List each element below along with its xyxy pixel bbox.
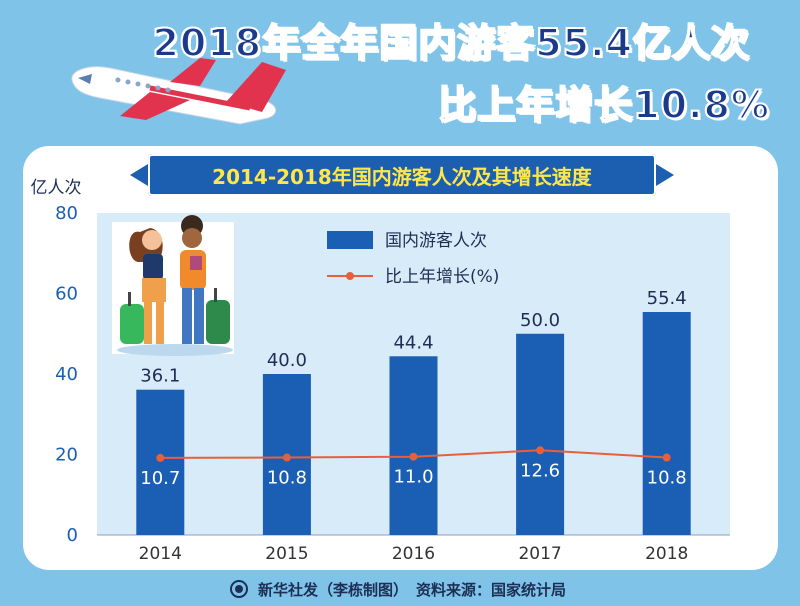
bar xyxy=(136,389,185,535)
line-value-label: 10.8 xyxy=(647,468,687,489)
line-series: 10.7 10.8 11.0 12.6 10.8 比上年增长(%) xyxy=(140,267,686,489)
y-tick-label: 80 xyxy=(55,203,78,224)
airplane-icon xyxy=(71,58,286,125)
bar-value-label: 50.0 xyxy=(520,310,560,331)
y-axis-label: 亿人次 xyxy=(31,178,82,198)
line-value-label: 10.7 xyxy=(140,468,180,489)
bar xyxy=(642,312,691,535)
line-value-label: 10.8 xyxy=(267,468,307,489)
line-point xyxy=(409,452,418,461)
legend-bar-label: 国内游客人次 xyxy=(385,231,487,251)
line-point xyxy=(536,446,545,455)
x-tick-label: 2014 xyxy=(139,544,182,564)
x-tick-label: 2018 xyxy=(645,544,688,564)
line-point xyxy=(662,453,671,462)
footer: 新华社发（李栋制图） 资料来源：国家统计局 xyxy=(0,576,800,602)
headline-line-2: 比上年增长10.8% xyxy=(437,82,770,128)
bar-value-label: 55.4 xyxy=(647,288,687,309)
legend-line-label: 比上年增长(%) xyxy=(385,267,499,287)
chart-title: 2014-2018年国内游客人次及其增长速度 xyxy=(130,154,674,196)
x-tick-label: 2015 xyxy=(265,544,308,564)
bar xyxy=(516,333,565,535)
traveling-couple-illustration xyxy=(112,215,234,356)
x-tick-label: 2017 xyxy=(518,544,561,564)
bar-value-label: 36.1 xyxy=(140,366,180,387)
x-tick-label: 2016 xyxy=(392,544,435,564)
footer-source: 资料来源：国家统计局 xyxy=(416,580,567,599)
legend-line-marker xyxy=(346,272,354,280)
bar-value-label: 40.0 xyxy=(267,350,307,371)
line-point xyxy=(156,453,165,462)
line-value-label: 11.0 xyxy=(393,467,433,488)
bar xyxy=(389,356,438,535)
y-axis: 亿人次 0 20 40 60 80 xyxy=(31,178,82,546)
footer-credit: 新华社发（李栋制图） xyxy=(257,580,408,599)
headline-line-1: 2018年全年国内游客55.4亿人次 xyxy=(151,20,750,66)
y-tick-label: 60 xyxy=(55,284,78,305)
line-point xyxy=(282,453,291,462)
xinhua-logo-icon xyxy=(229,580,248,598)
bar-value-label: 44.4 xyxy=(393,332,433,353)
bar-series: 36.1 40.0 44.4 50.0 55.4 国内游客人次 xyxy=(136,231,691,535)
y-tick-label: 0 xyxy=(67,525,78,546)
legend-bar-swatch xyxy=(327,231,373,249)
x-axis: 2014 2015 2016 2017 2018 xyxy=(97,534,730,564)
y-tick-label: 40 xyxy=(55,364,78,385)
line-value-label: 12.6 xyxy=(520,460,560,481)
y-tick-label: 20 xyxy=(55,445,78,466)
